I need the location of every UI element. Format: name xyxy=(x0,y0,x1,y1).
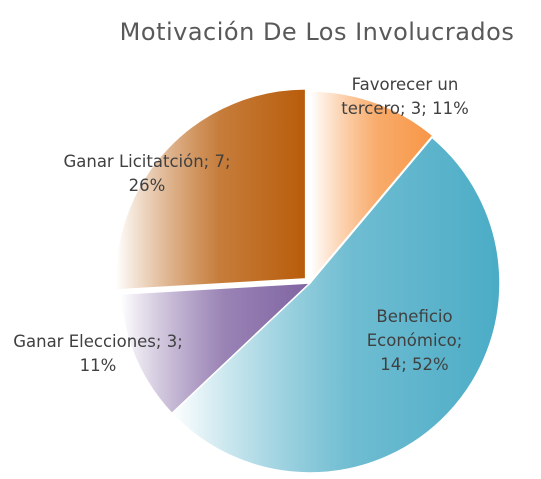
pie-slice xyxy=(114,88,307,291)
pie-slice xyxy=(170,136,501,474)
data-label: Ganar Elecciones; 3; 11% xyxy=(13,332,183,375)
pie-slice xyxy=(309,90,434,284)
chart-title: Motivación De Los Involucrados xyxy=(119,18,515,46)
pie-slice xyxy=(119,282,313,415)
data-label: Ganar Licitatción; 7; 26% xyxy=(63,152,231,195)
data-label: Favorecer un tercero; 3; 11% xyxy=(341,75,469,118)
data-label: Beneficio Económico; 14; 52% xyxy=(366,307,463,374)
